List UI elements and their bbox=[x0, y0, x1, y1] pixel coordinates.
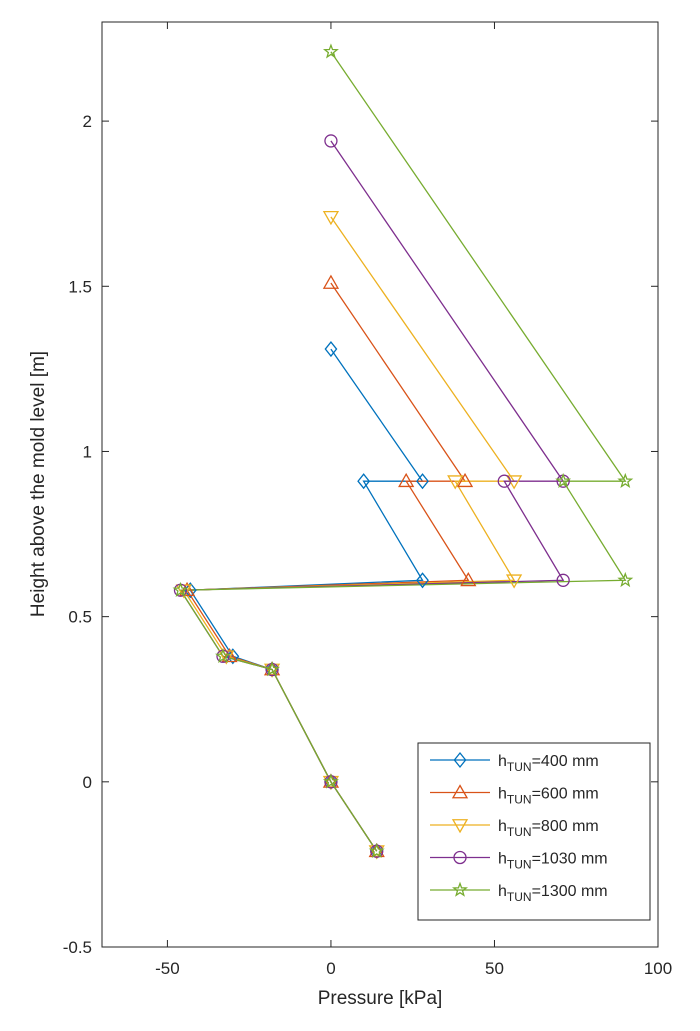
y-tick-label: 0.5 bbox=[68, 608, 92, 627]
data-point-series-1 bbox=[322, 274, 340, 289]
data-point-series-4 bbox=[322, 773, 339, 789]
legend-label-3: hTUN=1030 mm bbox=[498, 851, 608, 872]
data-point-series-1 bbox=[263, 661, 281, 676]
data-point-series-1 bbox=[221, 647, 238, 663]
legend-label-2: hTUN=800 mm bbox=[498, 818, 599, 839]
plot-frame bbox=[101, 21, 659, 948]
legend: hTUN=400 mm hTUN=600 mm hTUN=800 mm hTUN=10… bbox=[417, 742, 651, 921]
legend-marker-1 bbox=[451, 784, 469, 799]
data-point-series-0 bbox=[416, 572, 429, 589]
legend-marker-2 bbox=[451, 819, 469, 834]
data-point-series-1 bbox=[398, 472, 415, 488]
data-point-series-1 bbox=[322, 773, 340, 788]
y-axis-label: Height above the mold level [m] bbox=[28, 351, 49, 617]
legend-marker-0 bbox=[453, 751, 467, 769]
data-point-series-4 bbox=[215, 647, 231, 664]
y-tick-label: 0 bbox=[83, 773, 92, 792]
data-point-series-1 bbox=[456, 472, 474, 488]
data-point-series-0 bbox=[357, 473, 371, 490]
x-tick-label: 100 bbox=[644, 959, 672, 978]
data-point-series-0 bbox=[416, 473, 429, 490]
data-point-series-3 bbox=[556, 573, 570, 587]
y-tick-label: 1.5 bbox=[68, 277, 92, 296]
data-point-series-4 bbox=[555, 472, 572, 488]
legend-marker-3 bbox=[453, 850, 467, 865]
data-point-series-4 bbox=[264, 661, 281, 677]
legend-label-0: hTUN=400 mm bbox=[498, 753, 599, 774]
data-point-series-3 bbox=[497, 474, 511, 488]
legend-marker-4 bbox=[452, 881, 468, 897]
plot-markers bbox=[172, 43, 634, 860]
data-point-series-4 bbox=[172, 581, 189, 597]
axis-ticks bbox=[102, 22, 659, 948]
data-point-series-1 bbox=[460, 571, 477, 587]
legend-label-1: hTUN=600 mm bbox=[498, 786, 599, 807]
data-point-series-4 bbox=[368, 842, 385, 858]
x-tick-labels: -50 0 50 100 bbox=[155, 959, 672, 978]
data-point-series-2 bbox=[505, 574, 523, 589]
data-point-series-1 bbox=[178, 581, 196, 597]
data-point-series-2 bbox=[322, 211, 340, 226]
x-axis-label: Pressure [kPa] bbox=[318, 988, 443, 1009]
data-point-series-4 bbox=[322, 43, 339, 59]
y-tick-label: -0.5 bbox=[63, 938, 92, 957]
y-tick-label: 1 bbox=[83, 442, 92, 461]
data-point-series-4 bbox=[617, 472, 634, 488]
legend-label-4: hTUN=1300 mm bbox=[498, 883, 608, 904]
data-point-series-4 bbox=[617, 571, 634, 588]
x-tick-label: 50 bbox=[485, 959, 504, 978]
data-point-series-0 bbox=[324, 341, 338, 358]
data-point-series-2 bbox=[447, 475, 464, 490]
y-tick-labels: -0.5 0 0.5 1 1.5 2 bbox=[63, 112, 92, 957]
x-tick-label: 0 bbox=[326, 959, 335, 978]
x-tick-label: -50 bbox=[155, 959, 180, 978]
data-point-series-3 bbox=[324, 134, 338, 148]
y-tick-label: 2 bbox=[83, 112, 92, 131]
data-point-series-1 bbox=[368, 842, 385, 858]
